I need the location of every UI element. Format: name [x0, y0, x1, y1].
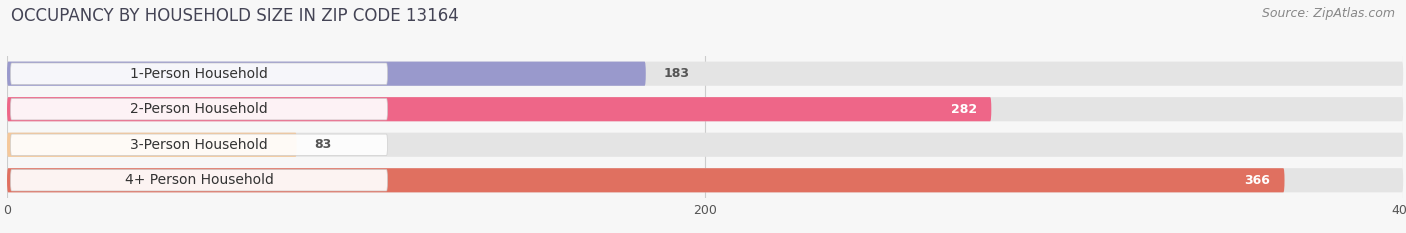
FancyBboxPatch shape [10, 134, 388, 155]
Text: 4+ Person Household: 4+ Person Household [125, 173, 273, 187]
Text: 3-Person Household: 3-Person Household [131, 138, 269, 152]
Text: 366: 366 [1244, 174, 1271, 187]
FancyBboxPatch shape [7, 97, 1403, 121]
Text: Source: ZipAtlas.com: Source: ZipAtlas.com [1261, 7, 1395, 20]
FancyBboxPatch shape [10, 99, 388, 120]
Text: OCCUPANCY BY HOUSEHOLD SIZE IN ZIP CODE 13164: OCCUPANCY BY HOUSEHOLD SIZE IN ZIP CODE … [11, 7, 458, 25]
FancyBboxPatch shape [10, 170, 388, 191]
FancyBboxPatch shape [7, 133, 1403, 157]
FancyBboxPatch shape [7, 62, 645, 86]
FancyBboxPatch shape [7, 97, 991, 121]
Text: 282: 282 [952, 103, 977, 116]
Text: 183: 183 [664, 67, 689, 80]
FancyBboxPatch shape [7, 168, 1285, 192]
FancyBboxPatch shape [7, 133, 297, 157]
FancyBboxPatch shape [7, 62, 1403, 86]
Text: 83: 83 [314, 138, 332, 151]
FancyBboxPatch shape [7, 168, 1403, 192]
FancyBboxPatch shape [10, 63, 388, 84]
Text: 1-Person Household: 1-Person Household [131, 67, 269, 81]
Text: 2-Person Household: 2-Person Household [131, 102, 269, 116]
